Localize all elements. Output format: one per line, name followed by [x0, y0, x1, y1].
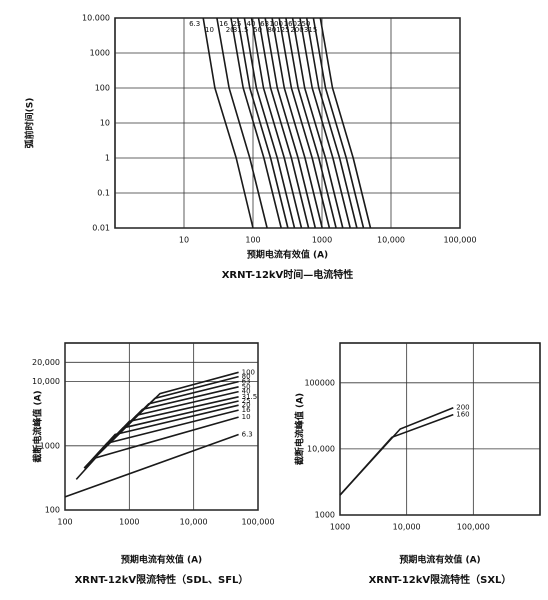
curve	[216, 17, 268, 229]
curve-label: 40	[242, 388, 251, 396]
curve-label: 63	[242, 378, 251, 386]
curve	[285, 17, 337, 229]
curve	[202, 17, 254, 229]
curve	[257, 17, 310, 229]
curve-label: 315	[304, 26, 317, 34]
curve	[305, 17, 358, 229]
curve-label: 200	[456, 404, 469, 412]
plot-frame	[339, 342, 541, 516]
curve	[312, 17, 365, 229]
curve-label: 31.5	[233, 26, 249, 34]
x-tick-label: 1000	[330, 523, 350, 532]
plot-frame	[64, 342, 259, 511]
x-tick-label: 100,000	[443, 236, 476, 245]
x-tick-label: 10	[179, 236, 189, 245]
y-tick-label: 1000	[40, 441, 60, 450]
x-tick-label: 100,000	[241, 518, 274, 527]
x-axis-label: 预期电流有效值 (A)	[399, 554, 480, 566]
curve-label: 250	[297, 20, 310, 28]
y-tick-label: 10	[100, 119, 110, 128]
curve-label: 80	[267, 26, 276, 34]
curve-label: 40	[247, 20, 256, 28]
y-tick-label: 1000	[315, 511, 335, 520]
curve	[278, 17, 331, 229]
curve-label: 25	[242, 397, 251, 405]
curve	[291, 17, 344, 229]
x-tick-label: 100	[57, 518, 72, 527]
curve-label: 20	[226, 26, 235, 34]
y-axis-label: 弧前时间(S)	[24, 98, 36, 149]
y-tick-label: 1	[105, 154, 110, 163]
x-tick-label: 1000	[119, 518, 139, 527]
y-tick-label: 0.1	[97, 189, 110, 198]
curve-label: 6.3	[242, 431, 253, 439]
curve	[83, 409, 239, 469]
y-tick-label: 1000	[90, 49, 110, 58]
curve-label: 20	[242, 401, 251, 409]
curve-label: 6.3	[189, 20, 200, 28]
curve-label: 63	[260, 20, 269, 28]
curve	[250, 17, 303, 229]
y-tick-label: 100000	[304, 378, 335, 387]
y-tick-label: 0.01	[92, 224, 110, 233]
x-tick-label: 1000	[312, 236, 332, 245]
curve-label: 100	[270, 20, 283, 28]
curve	[64, 433, 239, 498]
curve-label: 100	[242, 368, 255, 376]
y-tick-label: 100	[45, 506, 60, 515]
curve	[83, 396, 239, 469]
x-tick-label: 10,000	[377, 236, 405, 245]
curve-label: 80	[242, 373, 251, 381]
curve	[243, 17, 296, 229]
x-tick-label: 100	[245, 236, 260, 245]
x-axis-label: 预期电流有效值 (A)	[247, 249, 328, 261]
curve-label: 16	[242, 406, 251, 414]
x-tick-label: 10,000	[180, 518, 208, 527]
curve	[230, 17, 282, 229]
x-tick-label: 100,000	[457, 523, 490, 532]
y-tick-label: 10,000	[32, 377, 60, 386]
curve	[339, 413, 454, 496]
y-tick-label: 10,000	[307, 444, 335, 453]
curve-label: 50	[253, 26, 262, 34]
curve	[264, 17, 317, 229]
curve	[83, 386, 239, 469]
y-axis-label: 截断电流峰值 (A)	[32, 390, 44, 462]
x-tick-label: 10,000	[393, 523, 421, 532]
curve	[75, 416, 239, 480]
curve	[236, 17, 289, 229]
chart-caption: XRNT-12kV时间—电流特性	[222, 268, 354, 281]
curve-label: 10	[205, 26, 214, 34]
curve-label: 200	[290, 26, 303, 34]
chart-caption: XRNT-12kV限流特性（SDL、SFL）	[75, 573, 249, 586]
curve-label: 16	[219, 20, 228, 28]
curve	[271, 17, 323, 229]
curve	[299, 17, 351, 229]
curve-label: 31.5	[242, 393, 258, 401]
x-axis-label: 预期电流有效值 (A)	[121, 554, 202, 566]
curve-label: 25	[232, 20, 241, 28]
curve-label: 160	[284, 20, 297, 28]
y-tick-label: 100	[95, 84, 110, 93]
y-axis-label: 截断电流峰值 (A)	[294, 393, 306, 465]
chart-caption: XRNT-12kV限流特性（SXL）	[369, 573, 512, 586]
curve-label: 50	[242, 383, 251, 391]
y-tick-label: 10.000	[82, 14, 110, 23]
curve-label: 160	[456, 411, 469, 419]
y-tick-label: 20,000	[32, 358, 60, 367]
curve-label: 125	[276, 26, 289, 34]
curve-label: 10	[242, 413, 251, 421]
curve	[319, 17, 372, 229]
